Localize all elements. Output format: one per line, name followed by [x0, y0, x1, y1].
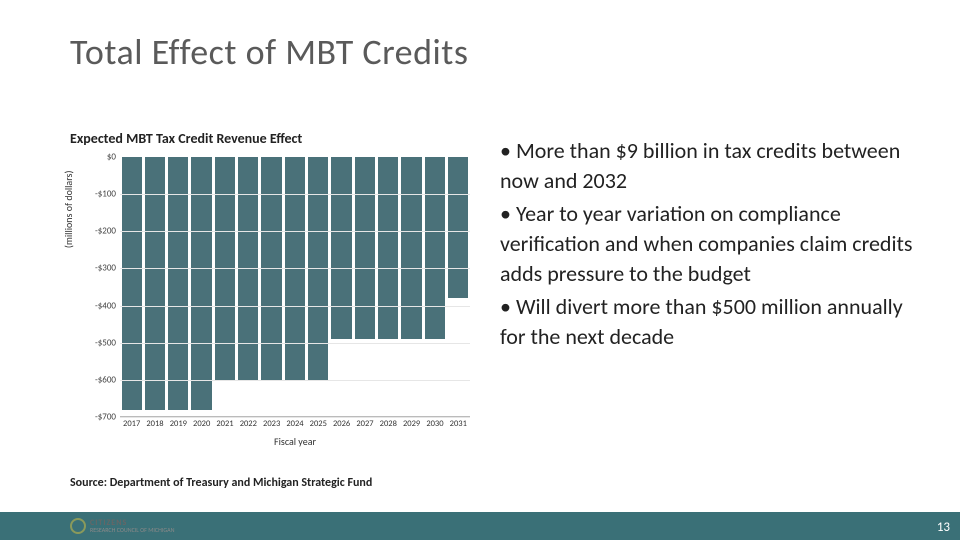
bar: [401, 157, 421, 339]
x-tick-label: 2029: [400, 419, 423, 429]
x-tick-label: 2028: [377, 419, 400, 429]
grid-line: [120, 380, 470, 381]
bar: [331, 157, 351, 339]
slide: Total Effect of MBT Credits Expected MBT…: [0, 0, 960, 540]
y-tick-label: -$600: [95, 374, 116, 385]
grid-line: [120, 194, 470, 195]
bar: [355, 157, 375, 339]
source-line: Source: Department of Treasury and Michi…: [70, 476, 372, 490]
bullet-item: Year to year variation on compliance ver…: [500, 199, 930, 288]
x-tick-label: 2025: [307, 419, 330, 429]
bullet-list: More than $9 billion in tax credits betw…: [500, 136, 930, 356]
page-number: 13: [937, 520, 950, 535]
y-axis: $0-$100-$200-$300-$400-$500-$600-$700: [70, 157, 120, 417]
x-tick-label: 2021: [213, 419, 236, 429]
x-tick-label: 2030: [423, 419, 446, 429]
x-tick-label: 2018: [143, 419, 166, 429]
x-axis: 2017201820192020202120222023202420252026…: [120, 419, 470, 429]
y-tick-label: -$400: [95, 300, 116, 311]
x-tick-label: 2023: [260, 419, 283, 429]
bar: [448, 157, 468, 298]
grid-line: [120, 231, 470, 232]
logo-line2: RESEARCH COUNCIL OF MICHIGAN: [90, 527, 174, 533]
chart-plot: (millions of dollars) $0-$100-$200-$300-…: [70, 157, 470, 447]
y-tick-label: -$300: [95, 263, 116, 274]
grid-line: [120, 268, 470, 269]
grid-line: [120, 343, 470, 344]
chart-title: Expected MBT Tax Credit Revenue Effect: [70, 130, 470, 147]
x-tick-label: 2017: [120, 419, 143, 429]
x-tick-label: 2022: [237, 419, 260, 429]
logo: CITIZENS RESEARCH COUNCIL OF MICHIGAN: [70, 516, 174, 536]
y-tick-label: $0: [107, 152, 116, 163]
y-tick-label: -$700: [95, 412, 116, 423]
x-tick-label: 2026: [330, 419, 353, 429]
footer-bar: CITIZENS RESEARCH COUNCIL OF MICHIGAN 13: [0, 512, 960, 540]
x-axis-label: Fiscal year: [120, 435, 470, 448]
grid-line: [120, 306, 470, 307]
x-tick-label: 2019: [167, 419, 190, 429]
logo-text: CITIZENS RESEARCH COUNCIL OF MICHIGAN: [90, 519, 174, 533]
x-tick-label: 2027: [353, 419, 376, 429]
chart: Expected MBT Tax Credit Revenue Effect (…: [70, 130, 470, 480]
bar: [425, 157, 445, 339]
y-tick-label: -$100: [95, 189, 116, 200]
plot-area: [120, 157, 470, 417]
x-tick-label: 2020: [190, 419, 213, 429]
y-tick-label: -$200: [95, 226, 116, 237]
x-tick-label: 2031: [447, 419, 470, 429]
grid-line: [120, 417, 470, 418]
bars-container: [120, 157, 470, 416]
x-tick-label: 2024: [283, 419, 306, 429]
bar: [378, 157, 398, 339]
bullet-item: Will divert more than $500 million annua…: [500, 292, 930, 351]
bullet-item: More than $9 billion in tax credits betw…: [500, 136, 930, 195]
y-tick-label: -$500: [95, 337, 116, 348]
page-title: Total Effect of MBT Credits: [70, 30, 468, 74]
logo-icon: [70, 518, 86, 534]
